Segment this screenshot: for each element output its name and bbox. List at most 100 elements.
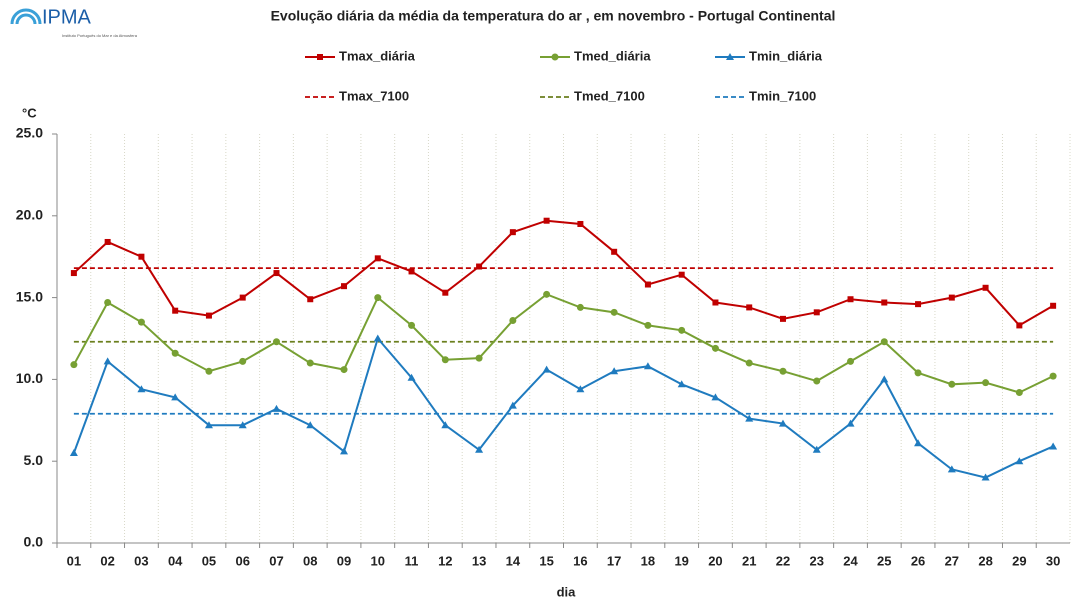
point <box>1049 442 1058 450</box>
point <box>880 338 888 346</box>
legend-label: Tmed_diária <box>574 48 651 63</box>
point <box>644 281 651 288</box>
point <box>408 268 415 275</box>
y-tick-label: 0.0 <box>24 534 44 550</box>
series-line <box>72 336 1054 479</box>
point <box>238 421 247 429</box>
point <box>610 308 618 316</box>
legend-label: Tmin_diária <box>749 48 823 63</box>
point <box>171 349 179 357</box>
point <box>577 220 584 227</box>
x-tick-label: 30 <box>1046 553 1060 568</box>
point <box>847 357 855 365</box>
point <box>745 414 754 422</box>
point <box>205 367 213 375</box>
point <box>137 318 145 326</box>
x-tick-label: 14 <box>506 553 521 568</box>
x-tick-label: 26 <box>911 553 925 568</box>
logo-arc <box>15 13 37 25</box>
point <box>239 357 247 365</box>
x-tick-label: 20 <box>708 553 722 568</box>
point <box>408 321 416 329</box>
point <box>341 283 348 290</box>
x-tick-label: 03 <box>134 553 148 568</box>
x-tick-label: 01 <box>67 553 81 568</box>
point <box>104 238 111 245</box>
point <box>138 253 145 260</box>
x-tick-label: 08 <box>303 553 317 568</box>
point <box>711 393 720 401</box>
legend-label: Tmax_diária <box>339 48 416 63</box>
y-tick-label: 5.0 <box>24 452 44 468</box>
x-tick-label: 02 <box>100 553 114 568</box>
point <box>846 419 855 427</box>
x-tick-label: 25 <box>877 553 891 568</box>
logo-subtitle: Instituto Português do Mar e da Atmosfer… <box>62 33 138 38</box>
point <box>779 315 786 322</box>
x-tick-label: 23 <box>810 553 824 568</box>
point <box>778 419 787 427</box>
point <box>576 385 585 393</box>
point <box>272 404 281 412</box>
point <box>441 356 449 364</box>
point <box>948 380 956 388</box>
x-tick-label: 24 <box>843 553 858 568</box>
point <box>374 294 382 302</box>
x-tick-label: 28 <box>978 553 992 568</box>
x-tick-label: 19 <box>674 553 688 568</box>
point <box>813 309 820 316</box>
point <box>509 317 517 325</box>
legend-label: Tmed_7100 <box>574 88 645 103</box>
x-tick-label: 22 <box>776 553 790 568</box>
legend-marker <box>317 54 323 60</box>
x-tick-label: 15 <box>539 553 553 568</box>
x-tick-label: 12 <box>438 553 452 568</box>
point <box>70 270 77 277</box>
x-tick-label: 09 <box>337 553 351 568</box>
point <box>441 421 450 429</box>
point <box>475 445 484 453</box>
point <box>1015 388 1023 396</box>
point <box>543 217 550 224</box>
logo-arc <box>10 8 42 25</box>
point <box>272 338 280 346</box>
x-tick-label: 13 <box>472 553 486 568</box>
x-tick-label: 18 <box>641 553 655 568</box>
x-tick-label: 11 <box>405 553 419 568</box>
point <box>576 303 584 311</box>
point <box>374 255 381 262</box>
y-tick-label: 15.0 <box>16 288 43 304</box>
x-tick-label: 17 <box>607 553 621 568</box>
point <box>239 294 246 301</box>
legend-marker <box>726 53 734 60</box>
point <box>914 369 922 377</box>
point <box>205 312 212 319</box>
point <box>914 439 923 447</box>
point <box>1015 457 1024 465</box>
point <box>847 296 854 303</box>
series-line <box>73 219 1054 327</box>
logo-text: IPMA <box>42 6 92 28</box>
point <box>306 359 314 367</box>
point <box>69 449 78 457</box>
x-axis-label: dia <box>557 584 577 599</box>
point <box>880 375 889 383</box>
logo: IPMA Instituto Português do Mar e da Atm… <box>10 6 138 38</box>
point <box>508 401 517 409</box>
point <box>678 326 686 334</box>
point <box>407 373 416 381</box>
series-line <box>73 293 1054 394</box>
point <box>779 367 787 375</box>
point <box>915 301 922 308</box>
point <box>610 367 619 375</box>
point <box>442 289 449 296</box>
point <box>746 304 753 311</box>
y-tick-label: 20.0 <box>16 207 43 223</box>
point <box>373 334 382 342</box>
legend-label: Tmax_7100 <box>339 88 409 103</box>
x-tick-label: 04 <box>168 553 183 568</box>
point <box>881 299 888 306</box>
point <box>711 344 719 352</box>
legend-marker <box>551 53 559 61</box>
point <box>712 299 719 306</box>
